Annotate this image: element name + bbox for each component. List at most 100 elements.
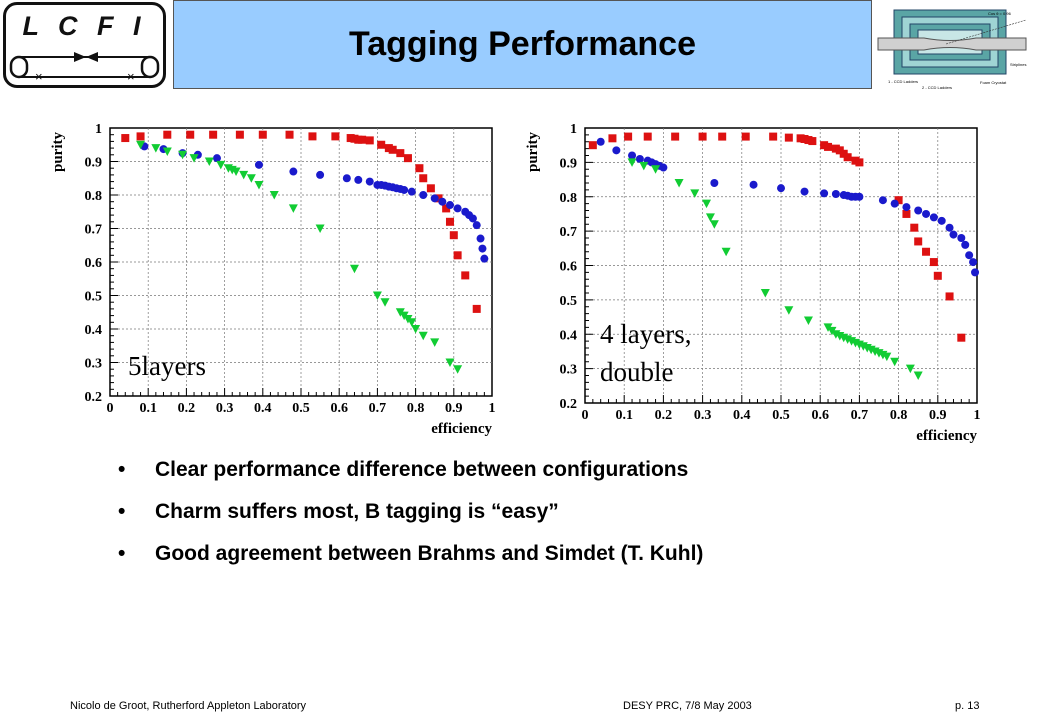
x-tick-label: 0.1 bbox=[139, 401, 157, 416]
data-point-square bbox=[235, 130, 244, 139]
x-tick-label: 0.4 bbox=[733, 408, 751, 423]
plot-annotation: 5layers bbox=[128, 351, 206, 381]
data-point-circle bbox=[855, 192, 864, 201]
bullet-dot: • bbox=[118, 500, 126, 523]
chart-5layers: 0 0.1 0.2 0.3 0.4 0.5 0.6 0.7 0.8 0.9 1 0.2 0.3 0.4 0.… bbox=[50, 122, 496, 437]
data-point-square bbox=[396, 149, 405, 158]
data-point-triangle bbox=[254, 180, 264, 190]
y-axis-label: purity bbox=[525, 132, 541, 173]
logo-text: L C F I bbox=[22, 11, 147, 41]
data-point-square bbox=[308, 132, 317, 141]
data-point-circle bbox=[749, 180, 758, 189]
data-point-circle bbox=[710, 179, 719, 187]
data-point-triangle bbox=[380, 298, 390, 307]
lcfi-logo: L C F I × × bbox=[3, 2, 166, 88]
data-point-circle bbox=[289, 167, 298, 176]
data-point-square bbox=[914, 237, 923, 246]
x-tick-label: 0.4 bbox=[254, 401, 271, 416]
footer-author: Nicolo de Groot, Rutherford Appleton Lab… bbox=[70, 700, 307, 712]
data-point-triangle bbox=[690, 189, 700, 198]
data-point-triangle bbox=[913, 371, 923, 380]
data-point-triangle bbox=[407, 318, 417, 327]
data-point-square bbox=[843, 153, 852, 162]
chart-4layers-double: 0 0.1 0.2 0.3 0.4 0.5 0.6 0.7 0.8 0.9 1 0.2 0.3 0.4 0.… bbox=[525, 122, 981, 444]
data-point-square bbox=[403, 154, 412, 163]
data-point-triangle bbox=[239, 170, 249, 180]
bullet-item: • Charm suffers most, B tagging is “easy” bbox=[118, 500, 703, 542]
data-point-square bbox=[136, 132, 145, 141]
data-point-circle bbox=[365, 177, 374, 186]
data-point-circle bbox=[929, 213, 938, 222]
data-point-circle bbox=[971, 268, 980, 277]
data-point-triangle bbox=[246, 174, 256, 183]
data-point-square bbox=[718, 132, 727, 141]
bullet-text: Clear performance difference between con… bbox=[155, 458, 689, 481]
data-point-triangle bbox=[349, 264, 359, 274]
x-tick-label: 0.3 bbox=[694, 408, 712, 423]
x-tick-label: 0.9 bbox=[929, 408, 947, 423]
data-point-circle bbox=[478, 244, 487, 253]
data-point-triangle bbox=[890, 357, 900, 367]
svg-text:×: × bbox=[35, 69, 43, 84]
data-point-square bbox=[933, 271, 942, 280]
data-point-circle bbox=[937, 216, 946, 225]
x-tick-label: 0.9 bbox=[445, 401, 463, 416]
data-point-square bbox=[608, 134, 617, 143]
data-point-triangle bbox=[269, 191, 279, 200]
data-point-square bbox=[769, 132, 778, 141]
x-tick-label: 0.8 bbox=[407, 401, 425, 416]
data-point-circle bbox=[831, 190, 840, 198]
data-point-triangle bbox=[178, 150, 188, 160]
x-tick-label: 0.5 bbox=[772, 408, 790, 423]
y-tick-label: 0.6 bbox=[85, 256, 103, 271]
y-tick-label: 0.3 bbox=[85, 357, 103, 372]
data-point-circle bbox=[430, 194, 439, 203]
data-point-square bbox=[285, 130, 294, 139]
data-point-square bbox=[449, 231, 458, 240]
data-point-circle bbox=[628, 151, 637, 160]
data-point-triangle bbox=[216, 160, 226, 170]
y-tick-label: 1 bbox=[570, 122, 577, 137]
data-point-triangle bbox=[418, 331, 428, 341]
data-point-circle bbox=[354, 175, 363, 184]
vertex-detector-diagram: Cos θ = 0.96 Striplines 1 - CCD Ladders … bbox=[877, 9, 1027, 90]
data-point-square bbox=[902, 209, 911, 218]
x-tick-label: 0 bbox=[582, 408, 589, 423]
data-point-circle bbox=[476, 234, 485, 243]
data-point-square bbox=[445, 217, 454, 226]
x-tick-label: 0.2 bbox=[655, 408, 673, 423]
y-tick-label: 0.5 bbox=[560, 294, 578, 309]
data-point-square bbox=[698, 132, 707, 141]
data-point-triangle bbox=[189, 154, 199, 163]
x-tick-label: 0.6 bbox=[811, 408, 829, 423]
data-point-square bbox=[461, 271, 470, 280]
data-point-square bbox=[186, 130, 195, 139]
data-point-square bbox=[945, 292, 954, 301]
title-banner: Tagging Performance bbox=[173, 0, 872, 89]
data-point-circle bbox=[949, 230, 958, 239]
data-point-square bbox=[741, 132, 750, 141]
data-point-triangle bbox=[674, 179, 684, 188]
logo-ladder-graphic: × × bbox=[9, 52, 160, 84]
data-point-triangle bbox=[162, 147, 172, 156]
detector-ladders1-label: 1 - CCD Ladders bbox=[888, 79, 918, 84]
data-point-triangle bbox=[905, 364, 915, 374]
detector-cryostat-label: Foam Cryostat bbox=[980, 80, 1007, 85]
data-point-circle bbox=[438, 197, 447, 206]
data-point-square bbox=[588, 141, 597, 150]
x-tick-label: 0.8 bbox=[890, 408, 908, 423]
data-point-circle bbox=[635, 154, 644, 163]
data-point-circle bbox=[878, 196, 887, 205]
y-axis-label: purity bbox=[50, 132, 66, 173]
data-point-square bbox=[824, 142, 833, 151]
bullet-text: Charm suffers most, B tagging is “easy” bbox=[155, 500, 559, 523]
data-point-circle bbox=[902, 203, 911, 212]
data-point-square bbox=[643, 132, 652, 141]
detector-ladders2-label: 2 - CCD Ladders bbox=[922, 85, 952, 90]
x-axis-label: efficiency bbox=[431, 421, 492, 437]
data-point-square bbox=[415, 164, 424, 173]
detector-angle-label: Cos θ = 0.96 bbox=[988, 11, 1012, 16]
data-point-triangle bbox=[705, 213, 715, 222]
data-point-triangle bbox=[411, 325, 421, 334]
data-point-square bbox=[929, 258, 938, 267]
